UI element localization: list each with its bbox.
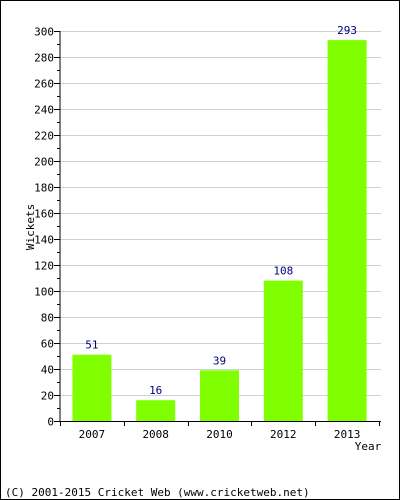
y-tick-label: 160 [34,208,54,221]
y-tick-label: 180 [34,182,54,195]
data-label: 16 [149,384,162,397]
data-label: 293 [337,24,357,37]
y-axis-label: Wickets [24,204,37,250]
y-tick-label: 80 [41,312,54,325]
y-tick-label: 220 [34,130,54,143]
x-tick-label: 2013 [334,428,361,441]
x-tick-label: 2012 [270,428,297,441]
y-tick-label: 240 [34,104,54,117]
bars [72,40,367,421]
y-tick-label: 40 [41,364,54,377]
bar [72,354,112,421]
data-label: 39 [213,354,226,367]
y-tick-label: 20 [41,390,54,403]
y-tick-label: 280 [34,52,54,65]
bar [200,370,239,421]
gridlines [60,31,381,396]
x-axis-label: Year [355,440,382,453]
axes [54,31,381,426]
data-label: 108 [273,265,293,278]
copyright-text: (C) 2001-2015 Cricket Web (www.cricketwe… [5,486,310,499]
bar [136,400,176,421]
y-tick-label: 60 [41,338,54,351]
x-tick-labels: 2007 2008 2010 2012 2013 [79,428,361,441]
data-label: 51 [85,339,98,352]
y-tick-label: 120 [34,260,54,273]
value-labels: 51 16 39 108 293 [85,24,357,397]
y-tick-label: 100 [34,286,54,299]
y-tick-label: 140 [34,234,54,247]
x-tick-label: 2007 [79,428,106,441]
bar [327,40,367,421]
y-tick-label: 300 [34,26,54,39]
y-tick-label: 260 [34,78,54,91]
x-tick-label: 2010 [206,428,233,441]
y-tick-labels: 0 20 40 60 80 100 120 140 160 180 200 220 240 260 280 3… [34,26,54,429]
x-tick-label: 2008 [142,428,169,441]
y-tick-label: 0 [47,416,54,429]
y-tick-label: 200 [34,156,54,169]
bar [263,280,303,421]
